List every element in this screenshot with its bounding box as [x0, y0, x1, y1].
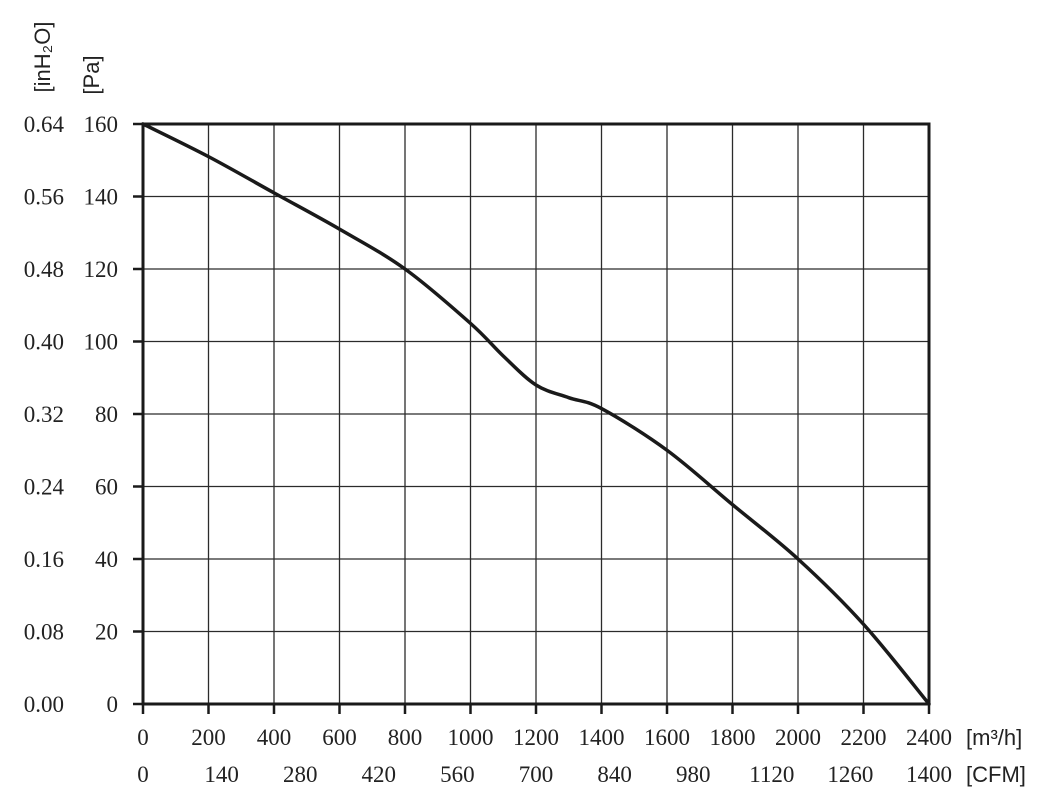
x-tick-label-cfm: 560: [440, 762, 475, 787]
x-tick-label-cfm: 420: [362, 762, 397, 787]
tick-labels: 0 200 400 600 800 1000 1200 1400 1600 1800 2000 220…: [24, 112, 952, 787]
x-tick-label-cfm: 0: [137, 762, 149, 787]
y-tick-label-inh2o: 0.32: [24, 402, 64, 427]
x-tick-label-m3h: 800: [388, 725, 423, 750]
y-axis-unit-inh2o: [inH₂O]: [30, 22, 55, 93]
y-tick-label-pa: 100: [84, 330, 119, 355]
y-tick-label-inh2o: 0.00: [24, 692, 64, 717]
x-tick-label-cfm: 1120: [749, 762, 794, 787]
y-tick-label-inh2o: 0.40: [24, 330, 64, 355]
x-tick-label-m3h: 1400: [579, 725, 625, 750]
y-tick-label-pa: 20: [95, 620, 118, 645]
y-tick-label-pa: 0: [107, 692, 119, 717]
y-axis-unit-pa: [Pa]: [79, 55, 104, 94]
x-tick-label-m3h: 400: [257, 725, 292, 750]
y-tick-label-inh2o: 0.48: [24, 257, 64, 282]
y-tick-label-inh2o: 0.08: [24, 620, 64, 645]
y-tick-label-pa: 60: [95, 475, 118, 500]
x-tick-label-m3h: 2400: [906, 725, 952, 750]
x-tick-label-m3h: 1000: [448, 725, 494, 750]
y-tick-label-pa: 40: [95, 547, 118, 572]
x-tick-label-m3h: 200: [191, 725, 226, 750]
x-tick-label-m3h: 1200: [513, 725, 559, 750]
y-tick-label-pa: 80: [95, 402, 118, 427]
x-tick-label-cfm: 1260: [827, 762, 873, 787]
y-tick-label-pa: 140: [84, 185, 119, 210]
ticks: [133, 122, 931, 714]
y-tick-label-inh2o: 0.24: [24, 475, 65, 500]
x-axis-unit-m3h: [m³/h]: [966, 725, 1022, 750]
y-tick-label-inh2o: 0.56: [24, 185, 64, 210]
x-tick-label-cfm: 700: [519, 762, 554, 787]
x-tick-label-cfm: 1400: [906, 762, 952, 787]
y-tick-label-inh2o: 0.16: [24, 547, 64, 572]
grid: [143, 124, 929, 704]
y-tick-label-inh2o: 0.64: [24, 112, 65, 137]
x-axis-unit-cfm: [CFM]: [966, 762, 1026, 787]
x-tick-label-cfm: 840: [597, 762, 632, 787]
x-tick-label-cfm: 980: [676, 762, 711, 787]
x-tick-label-m3h: 600: [322, 725, 357, 750]
x-tick-label-cfm: 280: [283, 762, 318, 787]
y-tick-label-pa: 120: [84, 257, 119, 282]
x-tick-label-m3h: 2000: [775, 725, 821, 750]
x-tick-label-m3h: 0: [137, 725, 149, 750]
x-tick-label-m3h: 2200: [841, 725, 887, 750]
curve-layer: [141, 122, 931, 706]
x-tick-label-cfm: 140: [204, 762, 239, 787]
y-tick-label-pa: 160: [84, 112, 119, 137]
x-tick-label-m3h: 1800: [710, 725, 756, 750]
pressure-flow-curve: [141, 122, 931, 706]
x-tick-label-m3h: 1600: [644, 725, 690, 750]
